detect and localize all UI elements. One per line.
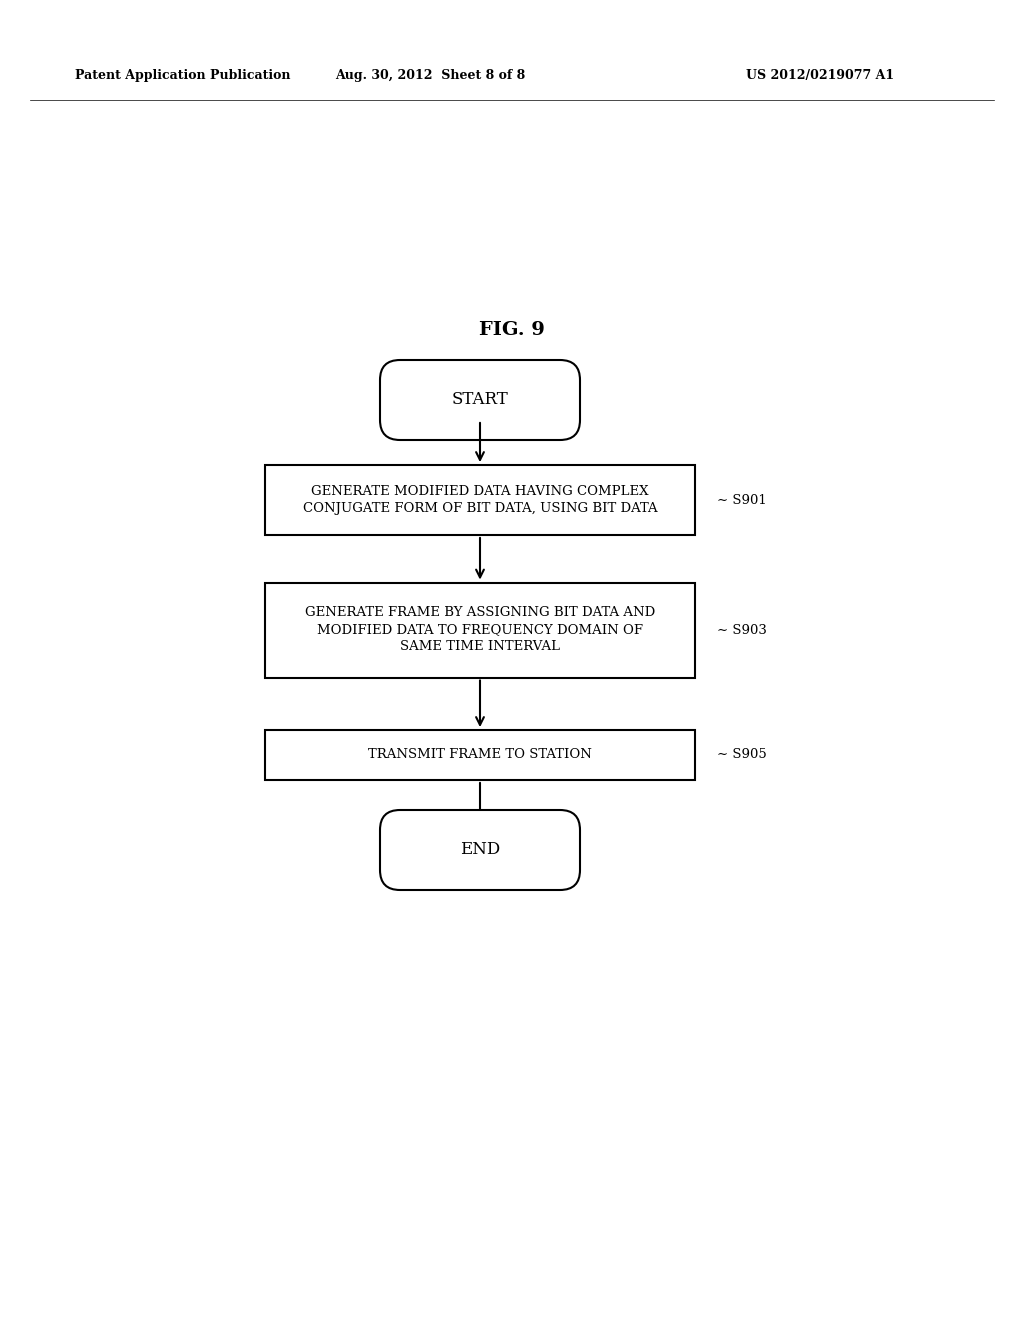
Bar [265,730,695,780]
Text: FIG. 9: FIG. 9 [479,321,545,339]
Text: ∼ S901: ∼ S901 [717,494,767,507]
Text: Aug. 30, 2012  Sheet 8 of 8: Aug. 30, 2012 Sheet 8 of 8 [335,69,525,82]
Text: GENERATE FRAME BY ASSIGNING BIT DATA AND
MODIFIED DATA TO FREQUENCY DOMAIN OF
SA: GENERATE FRAME BY ASSIGNING BIT DATA AND… [305,606,655,653]
Bar [265,582,695,677]
Text: Patent Application Publication: Patent Application Publication [75,69,291,82]
Text: START: START [452,392,508,408]
Text: TRANSMIT FRAME TO STATION: TRANSMIT FRAME TO STATION [368,748,592,762]
FancyBboxPatch shape [380,360,580,440]
Text: GENERATE MODIFIED DATA HAVING COMPLEX
CONJUGATE FORM OF BIT DATA, USING BIT DATA: GENERATE MODIFIED DATA HAVING COMPLEX CO… [303,484,657,515]
Text: US 2012/0219077 A1: US 2012/0219077 A1 [745,69,894,82]
Bar [265,465,695,535]
FancyBboxPatch shape [380,810,580,890]
Text: ∼ S903: ∼ S903 [717,623,767,636]
Text: END: END [460,842,500,858]
Text: ∼ S905: ∼ S905 [717,748,767,762]
